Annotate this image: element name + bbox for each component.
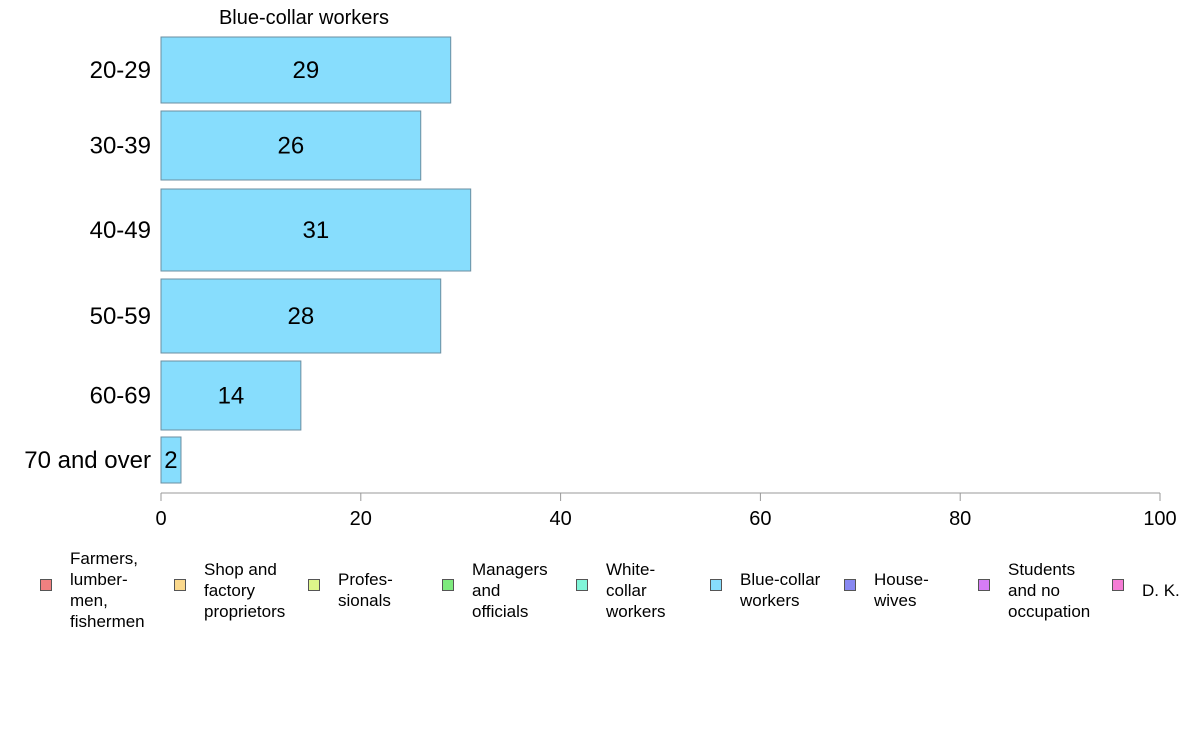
legend-label: Managers and officials [472,559,548,621]
legend-swatch [710,579,722,591]
category-label: 60-69 [90,383,151,410]
bar-value-label: 2 [164,447,177,474]
x-tick-label: 0 [155,508,166,530]
legend-label: D. K. [1142,580,1180,600]
legend-swatch [576,579,588,591]
bar-value-label: 26 [278,133,305,160]
legend-label: Students and no occupation [1008,559,1091,621]
legend-swatch [174,579,186,591]
bar-value-label: 31 [302,217,329,244]
legend-label: Blue-collar workers [740,570,821,610]
legend-label: White- collar workers [606,559,666,621]
legend-label: Shop and factory proprietors [204,559,286,621]
bars-group: 29 20-29 26 30-39 31 40-49 28 50-59 14 60-69 2 70 a… [24,36,472,484]
legend-item: Managers and officials [442,548,572,638]
legend-swatch [978,579,990,591]
legend-item: White- collar workers [576,548,706,638]
legend-item: Students and no occupation [978,548,1108,638]
bar-value-label: 29 [293,57,320,84]
legend-swatch [442,579,454,591]
category-label: 40-49 [90,217,151,244]
x-axis: 0 20 40 60 80 100 [155,492,1177,530]
bar-40-49 [160,188,472,272]
legend-label: Profes- sionals [338,570,393,610]
legend-item: House- wives [844,548,974,638]
category-label: 50-59 [90,303,151,330]
legend-label: Farmers, lumber- men, fishermen [70,549,145,631]
bar-chart: Blue-collar workers 29 20-29 26 30-39 31 40-4… [24,7,1177,530]
x-tick-label: 20 [350,508,372,530]
legend-swatch [308,579,320,591]
bar-20-29 [160,36,452,104]
legend-item: Farmers, lumber- men, fishermen [40,548,170,638]
bar-50-59 [160,278,442,354]
bar-value-label: 14 [218,383,245,410]
legend-item: D. K. [1112,548,1188,638]
category-label: 70 and over [24,447,151,474]
x-tick-label: 60 [749,508,771,530]
legend-swatch [40,579,52,591]
bar-30-39 [160,110,422,181]
x-tick-label: 80 [949,508,971,530]
bar-70-and-over [160,436,182,484]
x-tick-label: 100 [1143,508,1176,530]
x-tick-label: 40 [549,508,571,530]
legend-item: Shop and factory proprietors [174,548,304,638]
bar-60-69 [160,360,302,431]
chart-title: Blue-collar workers [219,7,389,29]
legend-item: Profes- sionals [308,548,438,638]
category-label: 30-39 [90,133,151,160]
category-label: 20-29 [90,57,151,84]
legend-swatch [844,579,856,591]
bar-value-label: 28 [288,303,315,330]
legend-item: Blue-collar workers [710,548,840,638]
legend-swatch [1112,579,1124,591]
legend: Farmers, lumber- men, fishermen Shop and … [0,548,1188,638]
legend-label: House- wives [874,570,929,610]
